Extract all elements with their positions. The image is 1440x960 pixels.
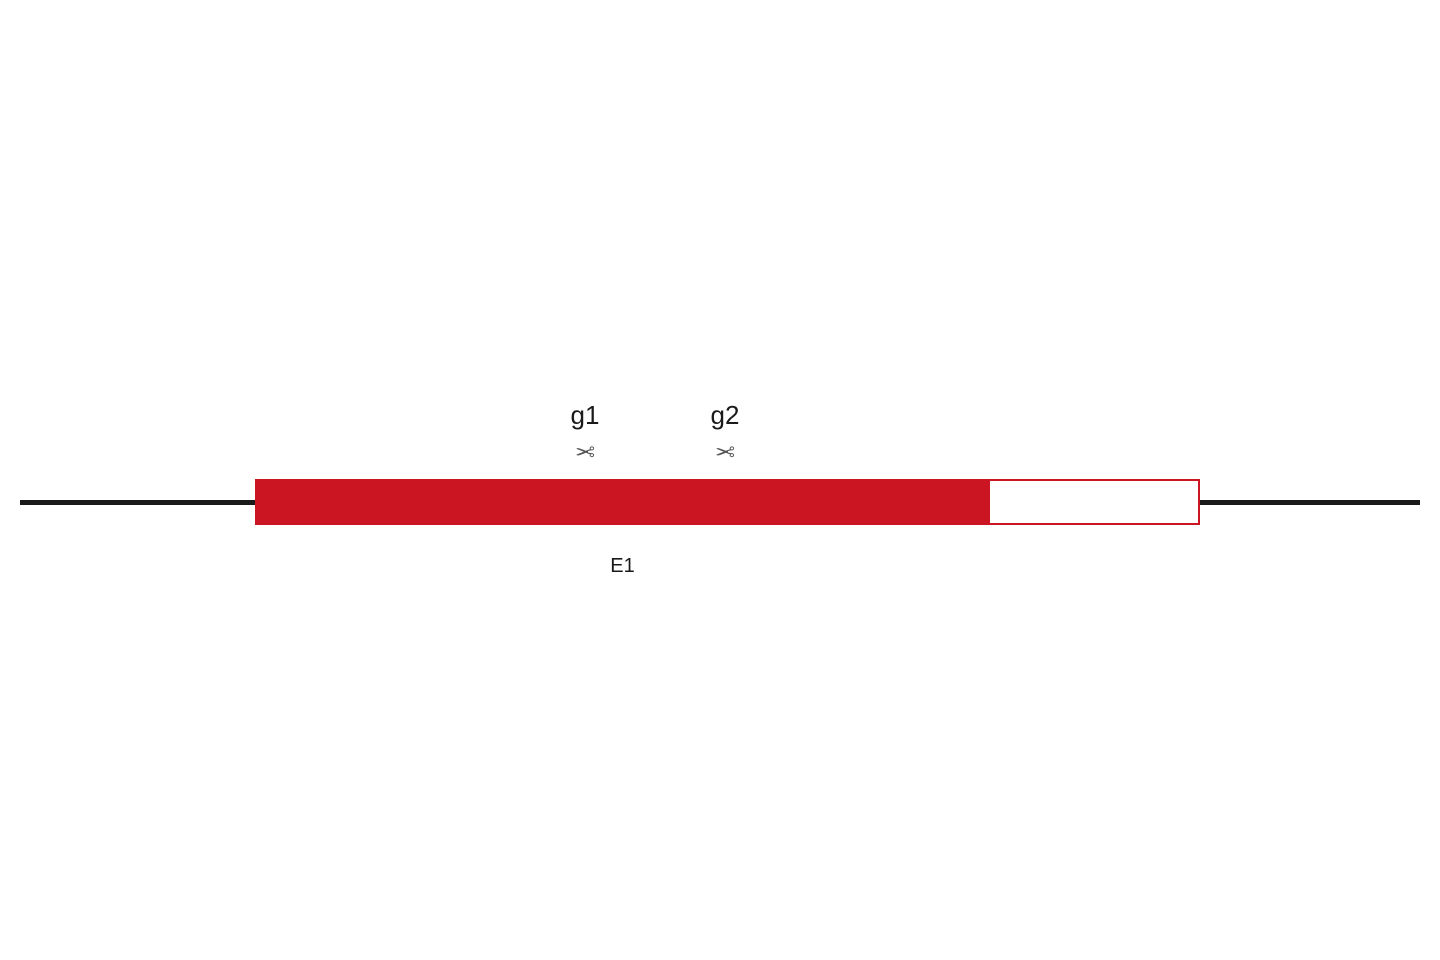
exon-fill — [255, 479, 990, 525]
intron-line-left — [20, 500, 255, 505]
scissors-icon: ✂ — [685, 438, 765, 462]
scissors-icon: ✂ — [545, 438, 625, 462]
guide-g1-label: g1 — [545, 400, 625, 431]
guide-g2-label: g2 — [685, 400, 765, 431]
gene-diagram: E1 g1 ✂ g2 ✂ — [0, 0, 1440, 960]
intron-line-right — [1200, 500, 1420, 505]
exon-label: E1 — [573, 555, 673, 578]
